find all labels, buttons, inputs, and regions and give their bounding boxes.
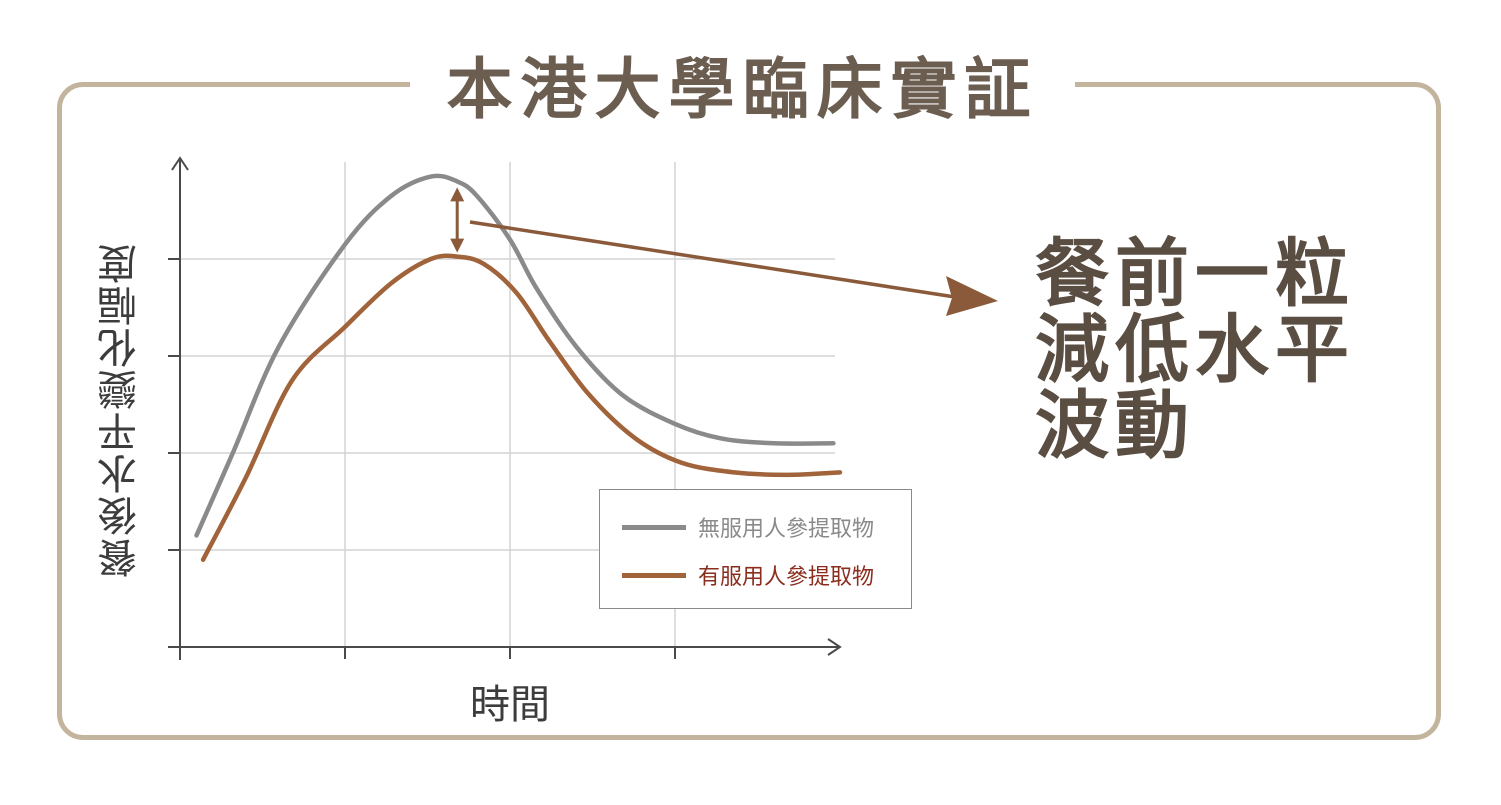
chart-series (194, 173, 843, 562)
y-axis-arrowhead (171, 156, 189, 171)
callout-line-3: 波動 (1035, 383, 1195, 469)
difference-arrow-head-top (450, 187, 465, 202)
series-line-2 (200, 253, 843, 562)
legend-item-2: 有服用人參提取物 (622, 560, 874, 590)
legend-label-1: 無服用人參提取物 (698, 517, 875, 542)
legend-label-2: 有服用人參提取物 (698, 565, 875, 590)
legend-swatch-2 (622, 572, 686, 578)
callout-text: 餐前一粒 減低水平 波動 (1035, 236, 1355, 464)
series-line-1 (194, 173, 836, 538)
legend-swatch-1 (622, 524, 686, 530)
x-axis-arrowhead (827, 638, 842, 656)
title-background (410, 60, 1075, 120)
callout-line-1: 餐前一粒 (1035, 231, 1355, 317)
chart-annotations (450, 187, 998, 316)
pointer-arrow-shaft (469, 220, 956, 299)
x-axis-label: 時間 (470, 682, 550, 728)
callout-line-2: 減低水平 (1035, 307, 1355, 393)
difference-arrow-head-bottom (450, 238, 465, 253)
chart-axes (168, 156, 842, 660)
chart-legend: 無服用人參提取物 有服用人參提取物 (599, 489, 912, 609)
legend-item-1: 無服用人參提取物 (622, 512, 874, 542)
page-title: 本港大學臨床實証 (446, 51, 1039, 128)
pointer-arrow-head (946, 276, 998, 316)
y-axis-label: 餐後水平變化幅度 (98, 242, 144, 578)
